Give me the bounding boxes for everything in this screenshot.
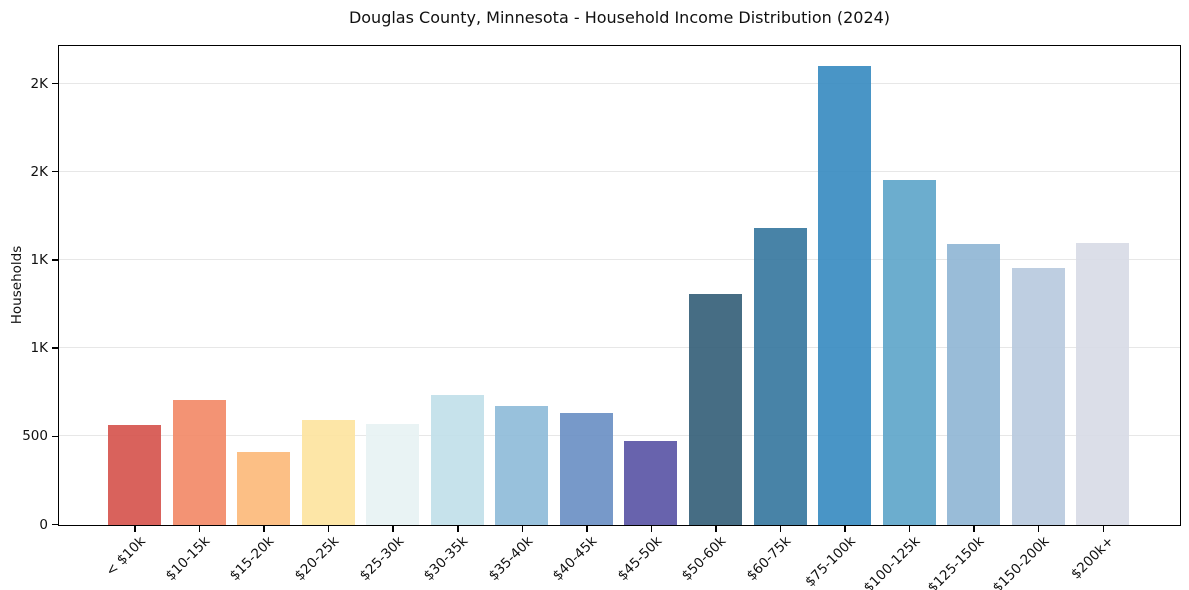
bar — [882, 180, 936, 525]
x-tick-label: $100-125k — [860, 533, 924, 590]
bar — [1076, 242, 1130, 525]
y-tick-label: 1K — [30, 340, 48, 357]
x-tick-label: $30-35k — [420, 533, 472, 584]
x-tick — [844, 526, 846, 532]
x-tick-label: $15-20k — [227, 533, 278, 584]
x-tick — [327, 526, 330, 532]
x-tick — [779, 526, 782, 532]
y-tick — [52, 170, 58, 173]
x-tick-label: $35-40k — [485, 533, 536, 584]
bar — [301, 420, 355, 525]
x-tick-label: $150-200k — [989, 533, 1053, 590]
bar — [495, 405, 549, 525]
gridline — [59, 435, 1180, 437]
bar — [624, 441, 678, 525]
bar — [559, 413, 613, 525]
y-tick-label: 1K — [30, 251, 48, 268]
y-tick — [52, 82, 58, 85]
x-tick — [586, 526, 588, 532]
x-tick — [521, 526, 524, 532]
bar — [366, 424, 420, 525]
x-tick-label: $40-45k — [549, 533, 601, 584]
x-tick — [263, 526, 265, 532]
x-tick-label: $10-15k — [162, 533, 214, 584]
x-tick — [715, 526, 717, 532]
x-tick — [457, 526, 459, 532]
x-tick-label: $75-100k — [801, 533, 859, 590]
x-tick — [973, 526, 975, 532]
bar — [172, 399, 226, 525]
x-tick-label: $60-75k — [743, 533, 795, 584]
y-tick-label: 500 — [22, 428, 48, 445]
x-tick-label: $125-150k — [924, 533, 988, 590]
bar — [108, 425, 161, 525]
y-tick — [52, 259, 58, 261]
x-tick — [134, 526, 136, 532]
y-tick — [52, 523, 58, 526]
y-tick-label: 2K — [30, 163, 48, 180]
bar — [818, 66, 872, 525]
x-tick-label: < $10k — [102, 533, 149, 580]
x-tick — [198, 526, 201, 532]
plot-area — [58, 45, 1181, 526]
x-tick-label: $45-50k — [614, 533, 666, 584]
gridline — [59, 82, 1180, 84]
y-tick — [52, 435, 58, 438]
x-tick-label: $25-30k — [356, 533, 407, 584]
x-tick-label: $200k+ — [1067, 533, 1117, 583]
gridline — [59, 347, 1180, 349]
x-tick — [650, 526, 653, 532]
x-tick — [1037, 526, 1040, 532]
x-tick — [908, 526, 911, 532]
bar — [1011, 268, 1065, 525]
x-tick — [392, 526, 394, 532]
y-tick — [52, 347, 58, 349]
gridline — [59, 170, 1180, 172]
x-tick-label: $20-25k — [291, 533, 343, 584]
bar — [947, 243, 1001, 525]
y-tick-label: 2K — [30, 75, 48, 92]
x-tick-label: $50-60k — [678, 533, 730, 584]
x-tick — [1102, 526, 1104, 532]
bar — [688, 293, 742, 525]
y-tick-label: 0 — [39, 516, 48, 533]
bar — [753, 227, 807, 525]
chart-title: Douglas County, Minnesota - Household In… — [348, 8, 891, 27]
gridline — [59, 258, 1180, 260]
bar — [237, 451, 291, 525]
bar — [430, 395, 484, 525]
